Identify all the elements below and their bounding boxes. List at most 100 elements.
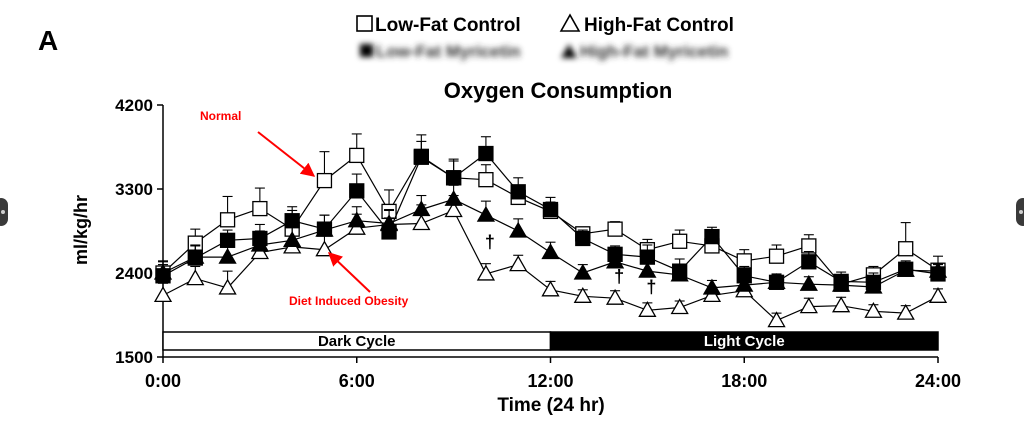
- data-point-high-fat-myricetin: [379, 214, 399, 231]
- x-tick-label: 12:00: [527, 371, 573, 391]
- data-point-high-fat-myricetin: [476, 205, 496, 222]
- data-point-high-fat-myricetin: [832, 275, 851, 292]
- series-line: [162, 154, 939, 285]
- dark-cycle-label: Dark Cycle: [318, 333, 396, 350]
- data-point-high-fat-control: [638, 301, 657, 317]
- data-point-high-fat-myricetin: [864, 277, 883, 294]
- data-point-high-fat-myricetin: [702, 278, 722, 295]
- data-point-high-fat-myricetin: [315, 220, 334, 237]
- legend: Low-Fat Control High-Fat Control Low-Fat…: [356, 13, 734, 61]
- annotations: Normal Diet Induced Obesity: [200, 109, 409, 308]
- data-point-low-fat-myricetin: [478, 145, 494, 162]
- data-point-high-fat-control: [832, 296, 851, 313]
- data-point-low-fat-control: [801, 238, 817, 254]
- chart-title: Oxygen Consumption: [444, 78, 673, 103]
- data-point-high-fat-control: [186, 269, 205, 286]
- data-point-low-fat-myricetin: [801, 254, 817, 270]
- data-point-high-fat-control: [476, 264, 496, 281]
- data-point-low-fat-control: [736, 253, 752, 269]
- data-point-low-fat-myricetin: [704, 228, 720, 245]
- legend-filled-triangle-marker: [561, 44, 577, 58]
- data-point-high-fat-control: [218, 278, 237, 295]
- data-point-high-fat-myricetin: [283, 231, 302, 247]
- light-cycle-label: Light Cycle: [704, 333, 785, 350]
- x-axis-label: Time (24 hr): [497, 395, 604, 416]
- data-point-high-fat-myricetin: [767, 273, 786, 289]
- data-point-low-fat-control: [672, 233, 688, 249]
- x-tick-label: 24:00: [915, 371, 961, 391]
- data-point-low-fat-myricetin: [575, 230, 591, 247]
- data-point-high-fat-myricetin: [896, 260, 915, 277]
- data-point-high-fat-myricetin: [928, 261, 948, 278]
- data-point-high-fat-myricetin: [541, 243, 560, 260]
- chevron-right-icon: [1019, 210, 1023, 214]
- data-point-high-fat-myricetin: [735, 275, 754, 292]
- plot-area: [153, 133, 948, 328]
- data-point-low-fat-control: [607, 221, 623, 237]
- data-point-high-fat-myricetin: [605, 252, 625, 269]
- data-point-low-fat-control: [898, 241, 914, 257]
- data-point-low-fat-control: [316, 172, 333, 189]
- series-line: [162, 209, 939, 322]
- data-point-high-fat-myricetin: [153, 263, 173, 280]
- data-point-high-fat-control: [444, 201, 463, 218]
- dagger-mark: †: [614, 267, 624, 287]
- data-point-low-fat-control: [478, 172, 494, 188]
- series-high-fat-myricetin: [153, 184, 948, 295]
- light-cycle-bar: [549, 331, 939, 351]
- data-point-high-fat-myricetin: [638, 261, 657, 278]
- data-point-low-fat-control: [252, 200, 268, 217]
- x-tick-label: 0:00: [145, 371, 181, 391]
- data-point-high-fat-control: [896, 303, 915, 320]
- data-point-low-fat-control: [349, 147, 365, 164]
- data-point-high-fat-control: [767, 311, 786, 328]
- data-point-high-fat-control: [541, 280, 560, 297]
- data-point-high-fat-control: [928, 287, 948, 303]
- data-point-low-fat-myricetin: [542, 201, 559, 218]
- data-point-high-fat-myricetin: [799, 274, 818, 291]
- data-point-high-fat-control: [670, 298, 689, 315]
- y-tick-label: 4200: [115, 96, 153, 115]
- data-point-low-fat-control: [768, 248, 785, 264]
- data-point-high-fat-control: [153, 286, 173, 303]
- legend-filled-square-marker: [360, 44, 373, 57]
- data-point-high-fat-control: [605, 288, 625, 305]
- data-point-high-fat-control: [412, 214, 431, 231]
- x-tick-label: 6:00: [339, 371, 375, 391]
- y-tick-label: 1500: [115, 348, 153, 367]
- data-point-high-fat-control: [573, 287, 592, 303]
- dagger-mark: †: [485, 232, 495, 252]
- legend-label-low-fat-myricetin: Low-Fat Myricetin: [376, 42, 521, 61]
- legend-label-high-fat-myricetin: High-Fat Myricetin: [580, 42, 728, 61]
- data-point-low-fat-myricetin: [349, 183, 365, 199]
- data-point-high-fat-myricetin: [250, 235, 269, 252]
- data-point-low-fat-myricetin: [284, 213, 300, 229]
- annotation-normal: Normal: [200, 109, 241, 123]
- data-point-high-fat-control: [864, 301, 883, 318]
- y-tick-label: 2400: [115, 264, 153, 283]
- figure-panel-label: A: [38, 25, 58, 56]
- data-point-low-fat-control: [219, 212, 236, 228]
- dagger-mark: †: [646, 277, 656, 297]
- prev-slide-button[interactable]: [0, 198, 8, 226]
- data-point-high-fat-myricetin: [412, 200, 431, 217]
- significance-marks: † † †: [485, 232, 656, 297]
- data-point-high-fat-control: [799, 297, 818, 314]
- annotation-normal-arrow: [257, 131, 316, 177]
- chevron-left-icon: [1, 210, 5, 214]
- data-point-high-fat-myricetin: [186, 247, 205, 264]
- data-point-high-fat-myricetin: [509, 221, 528, 238]
- next-slide-button[interactable]: [1016, 198, 1024, 226]
- data-point-high-fat-control: [509, 255, 528, 272]
- legend-open-triangle-marker: [559, 13, 581, 32]
- data-point-low-fat-myricetin: [445, 170, 462, 186]
- data-point-high-fat-myricetin: [573, 263, 592, 280]
- data-point-high-fat-myricetin: [347, 211, 366, 228]
- data-point-low-fat-myricetin: [510, 184, 526, 200]
- legend-label-low-fat-control: Low-Fat Control: [375, 15, 521, 36]
- cycle-bar: Dark Cycle Light Cycle: [162, 331, 939, 351]
- x-axis-ticks: 0:00 6:00 12:00 18:00 24:00: [145, 357, 961, 391]
- legend-open-square-marker: [356, 15, 373, 32]
- x-tick-label: 18:00: [721, 371, 767, 391]
